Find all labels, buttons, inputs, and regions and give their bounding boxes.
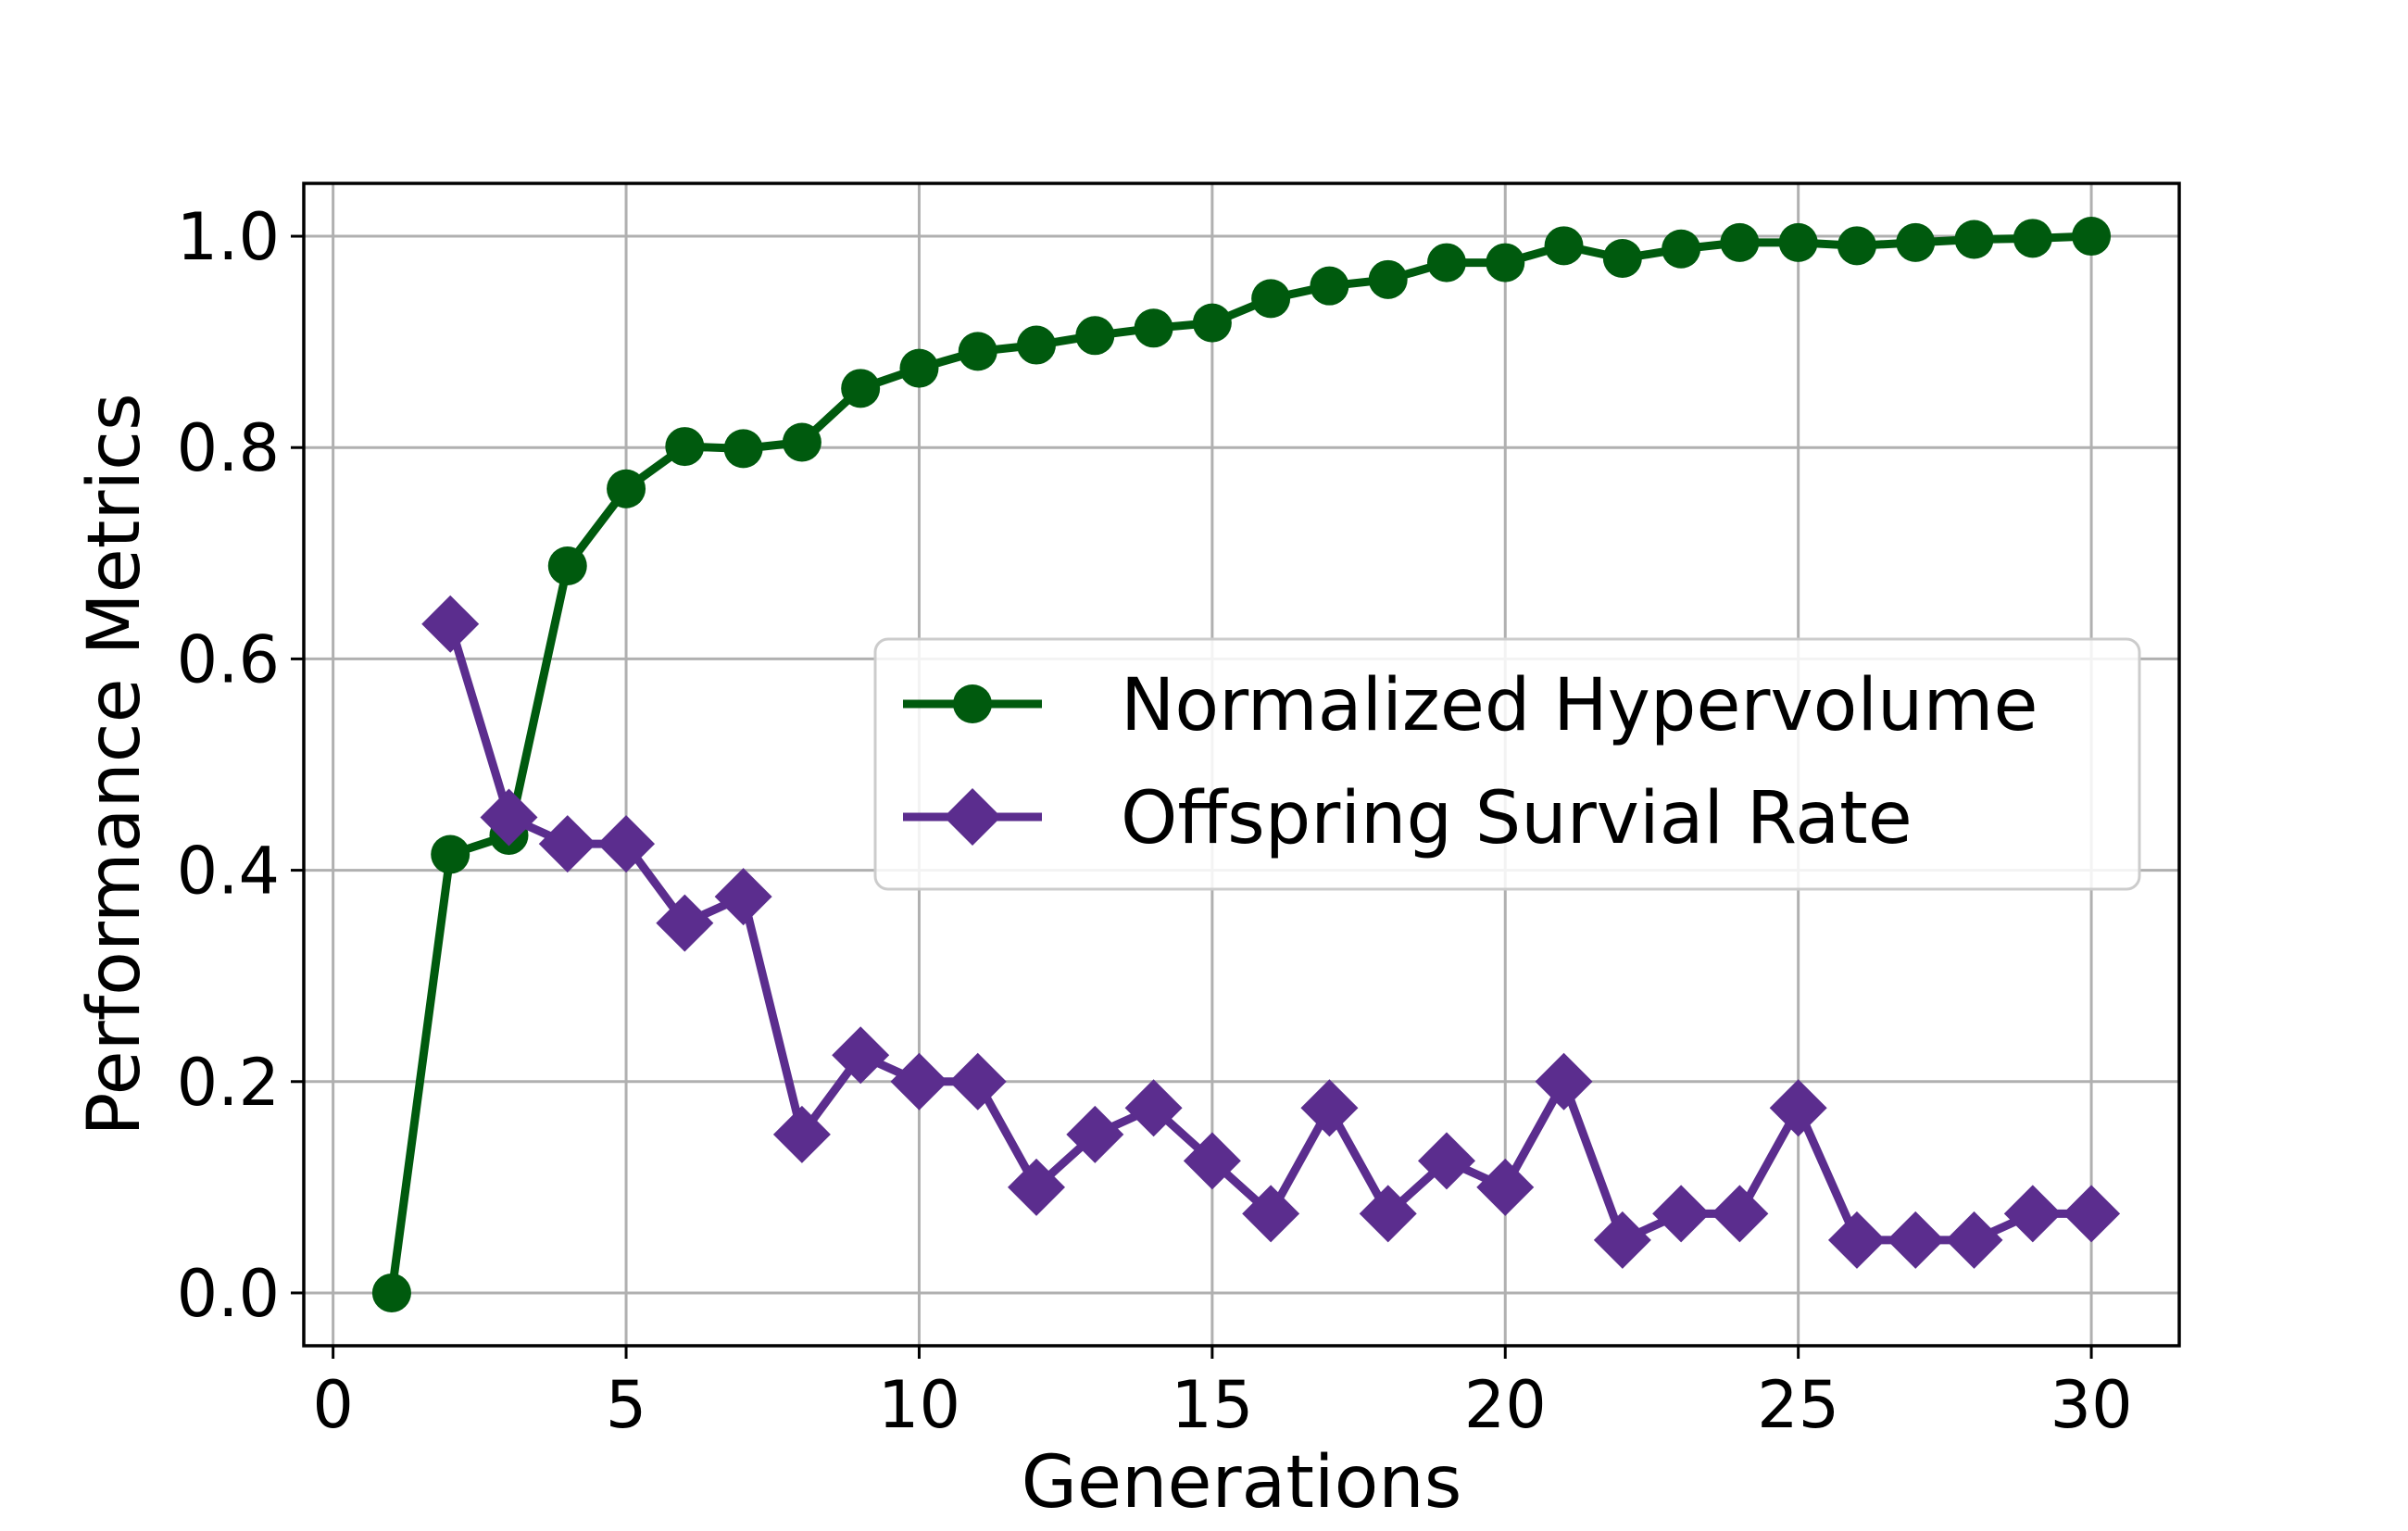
data-point [832,1026,890,1085]
data-point [480,788,538,847]
data-point [2063,1185,2121,1243]
plot-frame [302,182,2181,1348]
data-point [1300,1079,1359,1137]
data-point [1535,1052,1593,1111]
data-point [772,1105,831,1163]
data-point [1368,259,1408,299]
data-point [1310,266,1349,306]
data-point [948,1052,1007,1111]
x-tick-label: 15 [1171,1367,1253,1443]
legend-entry: Offspring Survial Rate [903,777,1913,860]
y-tick-label: 0.0 [177,1256,280,1332]
data-point [1251,279,1291,319]
data-point [1945,1211,2003,1269]
y-tick-label: 0.6 [177,621,280,697]
data-point [597,815,656,873]
data-point [371,1273,411,1312]
data-point [1426,243,1466,282]
data-point [841,369,881,408]
data-point [1075,316,1115,356]
data-point [421,595,480,653]
y-axis-label: Performance Metrics [73,393,157,1136]
series-layer [371,217,2121,1312]
data-point [431,835,470,874]
data-point [1954,220,1994,259]
legend-entry: Normalized Hypervolume [903,664,2038,747]
y-tick-label: 0.8 [177,410,280,486]
data-point [1417,1132,1475,1190]
data-point [1066,1105,1124,1163]
data-point [1183,1132,1241,1190]
series-offspring-survival-rate [421,595,2121,1269]
data-point [1896,222,1936,262]
data-point [1778,222,1818,262]
data-point [1017,325,1057,365]
legend-marker [944,788,1001,846]
x-axis-label: Generations [1022,1441,1462,1525]
data-point [2013,219,2052,258]
legend-label: Offspring Survial Rate [1121,777,1913,860]
data-point [1602,239,1642,279]
data-point [782,422,821,462]
data-point [1124,1079,1183,1137]
data-point [1486,243,1525,282]
x-tick-label: 25 [1757,1367,1839,1443]
legend-marker [953,684,992,723]
data-point [538,815,596,873]
y-tick-label: 0.4 [177,834,280,910]
data-point [2072,217,2112,257]
x-tick-label: 5 [606,1367,647,1443]
x-tick-label: 0 [312,1367,354,1443]
x-tick-label: 30 [2051,1367,2133,1443]
data-point [1827,1211,1886,1269]
x-tick-label: 10 [878,1367,960,1443]
data-point [1887,1211,1945,1269]
data-point [1242,1185,1300,1243]
data-point [1476,1158,1535,1216]
data-point [890,1052,948,1111]
data-point [1359,1185,1417,1243]
data-point [1544,226,1584,266]
y-tick-label: 1.0 [177,199,280,275]
data-point [2003,1185,2062,1243]
legend: Normalized Hypervolume Offspring Survial … [873,637,2141,891]
legend-box [873,637,2141,891]
series-normalized-hypervolume [371,217,2112,1312]
data-point [1711,1185,1769,1243]
data-point [714,868,772,926]
data-point [547,546,587,586]
data-point [665,427,705,467]
data-point [1008,1158,1066,1216]
data-point [1593,1211,1651,1269]
data-point [1837,226,1876,266]
data-point [723,429,763,469]
data-point [1720,222,1760,262]
data-point [1652,1185,1711,1243]
data-point [607,469,646,508]
data-point [1769,1079,1827,1137]
y-tick-label: 0.2 [177,1045,280,1121]
legend-label: Normalized Hypervolume [1121,664,2038,747]
data-point [1134,308,1173,348]
data-point [899,348,939,388]
data-point [958,332,997,371]
axis-ticks: 0 5 10 15 20 25 30 0.0 0.2 0.4 0.6 0.8 1.0 [177,199,2133,1443]
data-point [1662,229,1701,269]
x-tick-label: 20 [1464,1367,1547,1443]
data-point [656,894,714,952]
data-point [1192,303,1232,343]
